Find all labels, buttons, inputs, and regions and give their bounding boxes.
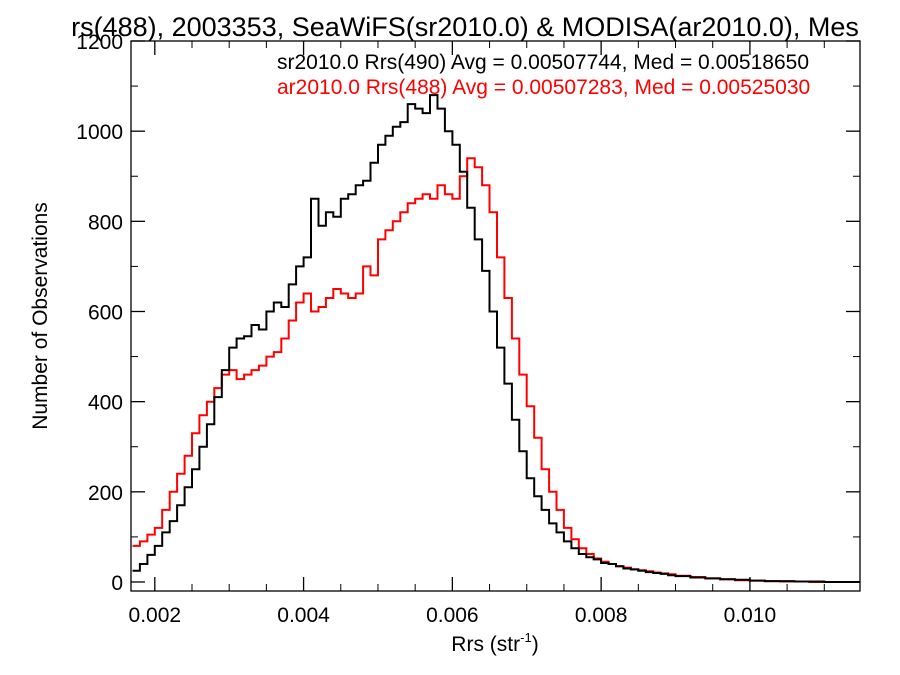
x-axis-label-main: Rrs (str bbox=[451, 633, 520, 656]
x-tick-label: 0.006 bbox=[426, 604, 479, 627]
y-tick-label: 400 bbox=[88, 392, 123, 415]
x-axis-label-exponent: -1 bbox=[520, 630, 532, 645]
x-tick-label: 0.008 bbox=[575, 604, 628, 627]
y-axis-label: Number of Observations bbox=[29, 202, 52, 430]
axis-layer: 0.002 0.004 0.006 0.008 0.010 0 200 400 600 800 10… bbox=[76, 31, 861, 627]
legend-entry-1: sr2010.0 Rrs(490) Avg = 0.00507744, Med … bbox=[277, 51, 809, 74]
y-tick-label: 1200 bbox=[76, 31, 123, 54]
x-tick-label: 0.010 bbox=[724, 604, 777, 627]
x-axis-label-close: ) bbox=[532, 633, 539, 656]
legend-entry-2: ar2010.0 Rrs(488) Avg = 0.00507283, Med … bbox=[277, 76, 810, 99]
series-line-1 bbox=[132, 94, 860, 583]
x-axis-label: Rrs (str-1) bbox=[451, 630, 538, 656]
plot-frame bbox=[130, 40, 861, 592]
y-tick-label: 1000 bbox=[76, 121, 123, 144]
chart-title: rs(488), 2003353, SeaWiFS(sr2010.0) & MO… bbox=[71, 12, 859, 42]
x-tick-label: 0.002 bbox=[129, 604, 182, 627]
legend: sr2010.0 Rrs(490) Avg = 0.00507744, Med … bbox=[277, 51, 810, 99]
x-tick-label: 0.004 bbox=[277, 604, 330, 627]
y-tick-label: 800 bbox=[88, 211, 123, 234]
y-tick-label: 200 bbox=[88, 482, 123, 505]
y-tick-label: 600 bbox=[88, 301, 123, 324]
series-layer bbox=[132, 94, 860, 583]
series-line-2 bbox=[132, 157, 860, 583]
y-tick-label: 0 bbox=[111, 572, 123, 595]
